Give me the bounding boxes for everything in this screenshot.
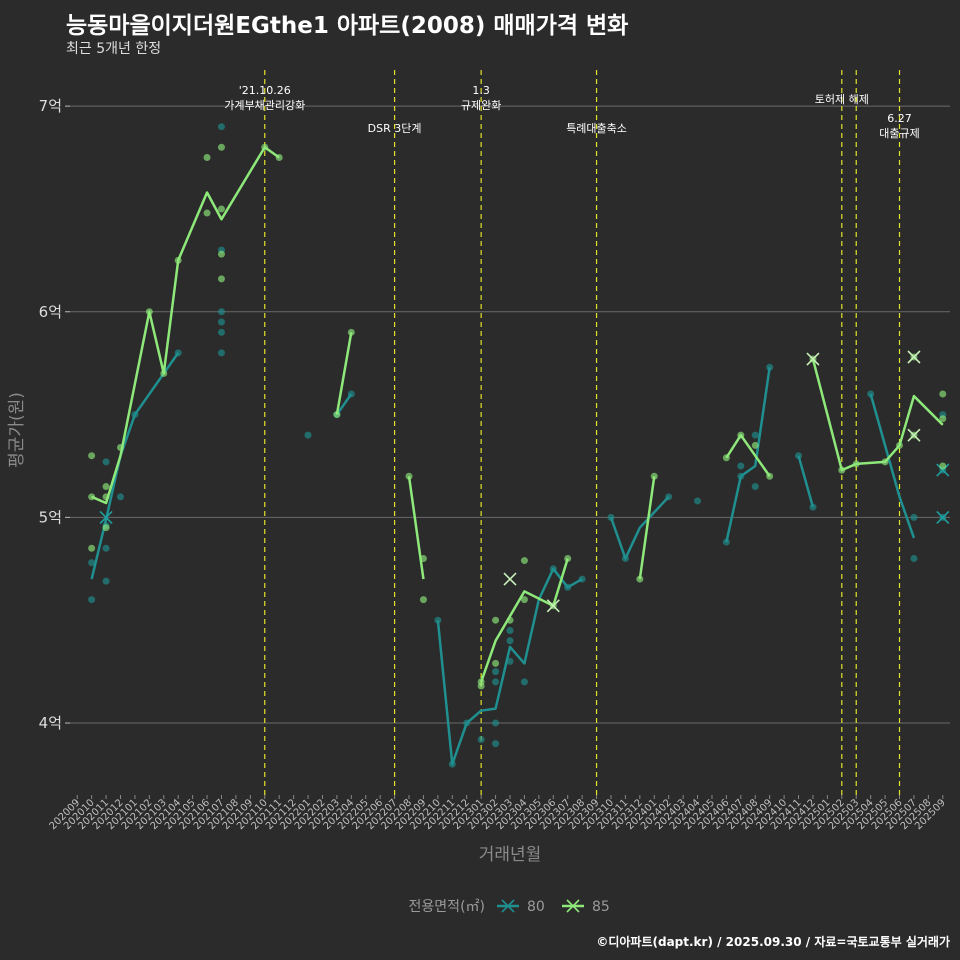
series-line-85: [335, 332, 353, 415]
legend-title: 전용면적(㎡): [409, 899, 485, 915]
data-point: [492, 678, 500, 686]
data-point: [737, 462, 745, 470]
data-point: [102, 524, 110, 532]
legend-label: 80: [527, 899, 545, 915]
data-point: [203, 154, 211, 162]
source-caption: ©디아파트(dapt.kr) / 2025.09.30 / 자료=국토교통부 실…: [596, 935, 950, 949]
series-line-85: [91, 146, 280, 505]
data-point: [88, 544, 96, 552]
data-point: [203, 209, 211, 217]
y-tick-label: 6억: [39, 303, 62, 321]
data-point: [217, 205, 225, 213]
x-marker: [566, 899, 580, 913]
data-point: [751, 441, 759, 449]
data-point: [751, 483, 759, 491]
data-point: [910, 513, 918, 521]
series-line-85: [479, 558, 569, 683]
series-line-80: [869, 393, 916, 539]
event-annotation: 규제완화: [461, 99, 501, 112]
x-marker: [907, 350, 921, 364]
series-line-80: [609, 495, 670, 560]
event-annotation: 1.3: [472, 84, 490, 97]
data-point: [217, 123, 225, 131]
event-annotation: 6.27: [887, 112, 912, 125]
x-marker: [546, 599, 560, 613]
data-point: [506, 637, 514, 645]
y-tick-label: 4억: [39, 714, 62, 732]
data-point: [102, 544, 110, 552]
data-point: [102, 458, 110, 466]
y-tick-label: 5억: [39, 508, 62, 526]
event-annotation: 대출규제: [879, 127, 919, 140]
data-point: [492, 668, 500, 676]
data-point: [520, 557, 528, 565]
data-point: [102, 483, 110, 491]
data-point: [217, 328, 225, 336]
x-marker: [936, 463, 950, 477]
data-point: [217, 250, 225, 258]
data-point: [88, 452, 96, 460]
data-point: [751, 431, 759, 439]
data-point: [492, 719, 500, 727]
y-tick-label: 7억: [39, 97, 62, 115]
chart-title: 능동마을이지더원EGthe1 아파트(2008) 매매가격 변화: [66, 13, 629, 39]
data-point: [506, 626, 514, 634]
event-annotation: 가계부채관리강화: [224, 99, 305, 112]
data-point: [116, 493, 124, 501]
data-point: [304, 431, 312, 439]
data-point: [88, 559, 96, 567]
legend-label: 85: [592, 899, 610, 915]
data-point: [520, 596, 528, 604]
data-point: [102, 577, 110, 585]
data-point: [217, 143, 225, 151]
data-point: [694, 497, 702, 505]
series-line-80: [335, 393, 353, 416]
data-point: [910, 555, 918, 563]
data-point: [477, 735, 485, 743]
data-point: [88, 596, 96, 604]
event-annotation: 특례대출축소: [566, 122, 627, 135]
chart-subtitle: 최근 5개년 한정: [66, 41, 162, 57]
data-point: [492, 659, 500, 667]
series-line-85: [638, 476, 656, 580]
series-line-80: [725, 367, 771, 543]
series-line-85: [725, 433, 771, 477]
data-point: [217, 308, 225, 316]
y-axis-title: 평균가(원): [7, 392, 27, 468]
x-marker: [503, 572, 517, 586]
x-axis-title: 거래년월: [479, 845, 542, 865]
series-line-80: [797, 455, 815, 508]
data-point: [217, 318, 225, 326]
series-line-80: [436, 567, 583, 766]
data-point: [492, 740, 500, 748]
data-point: [520, 678, 528, 686]
data-point: [217, 275, 225, 283]
data-point: [217, 349, 225, 357]
series-line-85: [407, 476, 425, 580]
x-marker: [806, 352, 820, 366]
event-annotation: DSR 3단계: [368, 122, 422, 135]
data-point: [419, 596, 427, 604]
data-point: [492, 616, 500, 624]
x-marker: [501, 899, 515, 913]
data-point: [939, 462, 947, 470]
x-marker: [936, 510, 950, 524]
data-point: [477, 682, 485, 690]
data-point: [939, 415, 947, 423]
event-annotation: '21.10.26: [239, 84, 291, 97]
x-marker: [99, 510, 113, 524]
series-line-85: [811, 358, 944, 472]
event-annotation: 토허제 해제: [815, 92, 869, 106]
data-point: [939, 390, 947, 398]
x-marker: [907, 428, 921, 442]
